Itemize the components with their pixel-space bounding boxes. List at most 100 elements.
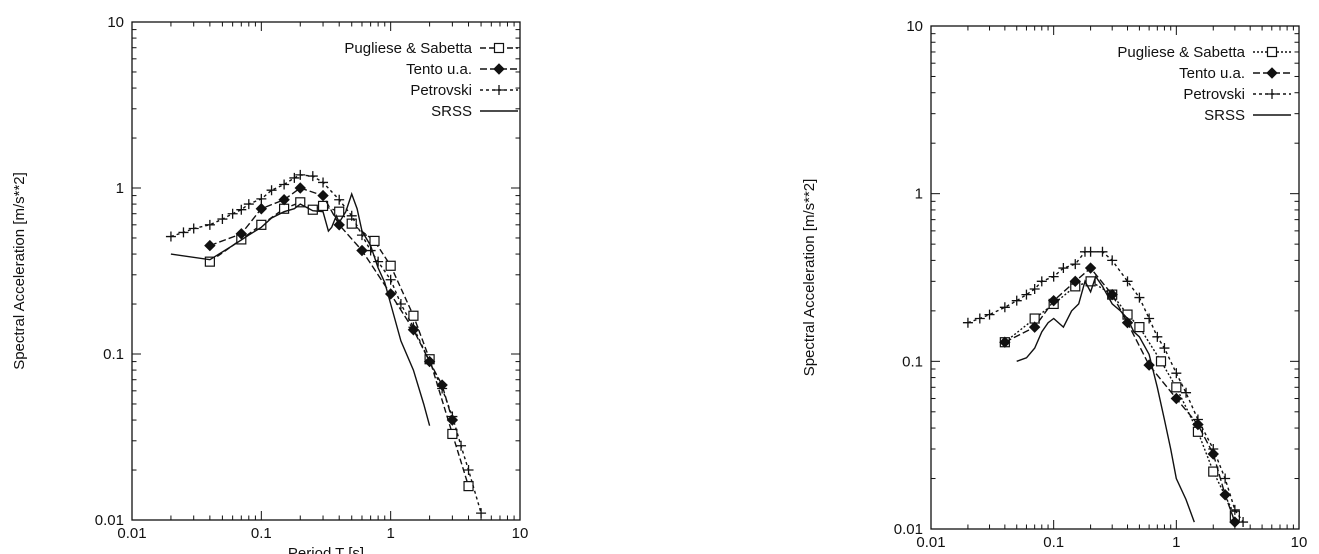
data-point <box>243 199 254 210</box>
data-point <box>1266 46 1278 58</box>
data-point <box>424 356 435 367</box>
data-point <box>204 256 215 267</box>
data-point <box>1144 313 1155 324</box>
legend-label: Tento u.a. <box>406 61 472 78</box>
data-point <box>1267 89 1277 99</box>
data-point <box>256 219 267 230</box>
data-point <box>178 227 189 238</box>
series-group <box>962 246 1249 528</box>
data-point <box>217 214 228 225</box>
data-point <box>1070 259 1081 270</box>
y-tick-label: 0.1 <box>103 346 124 363</box>
y-axis-label: Spectral Acceleration [m/s**2] <box>11 172 28 370</box>
data-point <box>385 274 396 285</box>
data-point <box>235 228 248 240</box>
data-point <box>1266 67 1278 79</box>
x-tick-label: 0.1 <box>251 525 272 542</box>
data-point <box>1208 466 1219 477</box>
data-point <box>1069 275 1081 288</box>
data-point <box>447 428 458 440</box>
data-point <box>1155 356 1167 367</box>
data-point <box>266 185 277 196</box>
data-point <box>463 465 474 476</box>
x-tick-label: 0.1 <box>1043 534 1064 551</box>
data-point <box>999 336 1011 348</box>
plot-frame <box>131 21 521 521</box>
legend-label: Petrovski <box>410 82 472 99</box>
series-line <box>170 191 431 426</box>
data-point <box>1122 276 1133 287</box>
data-point <box>165 231 176 242</box>
x-axis-label: Period T [s] <box>288 545 364 554</box>
data-point <box>1171 382 1182 393</box>
x-tick-label: 1 <box>386 525 394 542</box>
y-tick-label: 1 <box>116 180 124 197</box>
data-point <box>294 182 306 194</box>
data-point <box>317 189 329 202</box>
y-tick-label: 10 <box>107 14 124 31</box>
legend-label: SRSS <box>431 103 472 120</box>
data-point <box>334 194 345 205</box>
legend-label: Tento u.a. <box>1179 65 1245 82</box>
data-point <box>334 206 345 217</box>
data-point <box>1106 288 1118 301</box>
data-point <box>256 193 267 204</box>
data-point <box>493 42 505 54</box>
data-point <box>295 169 306 180</box>
data-point <box>204 219 215 230</box>
data-point <box>463 481 474 492</box>
data-point <box>1047 294 1060 307</box>
data-point <box>333 219 345 231</box>
y-tick-label: 0.01 <box>894 521 923 538</box>
series-line <box>1016 275 1195 523</box>
data-point <box>1181 387 1192 398</box>
data-point <box>204 239 216 252</box>
axis-ticks <box>930 25 1300 530</box>
data-point <box>962 317 973 328</box>
data-point <box>255 203 268 215</box>
data-point <box>1097 246 1108 257</box>
legend-label: SRSS <box>1204 107 1245 124</box>
data-point <box>1085 276 1096 287</box>
data-point <box>1229 516 1241 528</box>
data-point <box>307 171 318 182</box>
data-point <box>317 200 329 212</box>
data-point <box>1192 418 1204 431</box>
x-tick-label: 0.01 <box>916 534 945 551</box>
legend-label: Petrovski <box>1183 86 1245 103</box>
x-tick-label: 0.01 <box>117 525 146 542</box>
data-point <box>1028 321 1041 333</box>
legend-label: Pugliese & Sabetta <box>1117 44 1245 61</box>
data-point <box>1029 284 1040 295</box>
plot-frame <box>930 25 1300 530</box>
data-point <box>1134 322 1145 333</box>
data-point <box>318 177 329 188</box>
data-point <box>373 256 384 267</box>
data-point <box>1170 392 1183 405</box>
legend-label: Pugliese & Sabetta <box>344 40 472 57</box>
data-point <box>1229 504 1240 515</box>
data-point <box>1238 517 1249 528</box>
data-point <box>295 197 306 208</box>
data-point <box>188 223 199 234</box>
series-line <box>170 174 482 514</box>
y-tick-label: 0.01 <box>95 512 124 529</box>
data-point <box>1171 368 1182 379</box>
data-point <box>279 179 290 190</box>
data-point <box>408 322 419 333</box>
data-point <box>974 313 985 324</box>
data-point <box>1021 289 1032 300</box>
data-point <box>1192 414 1203 425</box>
series-line <box>1004 267 1236 523</box>
data-point <box>346 210 357 221</box>
data-point <box>1208 444 1219 455</box>
data-point <box>1084 262 1097 274</box>
data-point <box>1107 255 1118 266</box>
data-point <box>493 63 505 75</box>
data-point <box>356 244 368 257</box>
data-point <box>1011 295 1022 306</box>
data-point <box>1159 343 1170 354</box>
